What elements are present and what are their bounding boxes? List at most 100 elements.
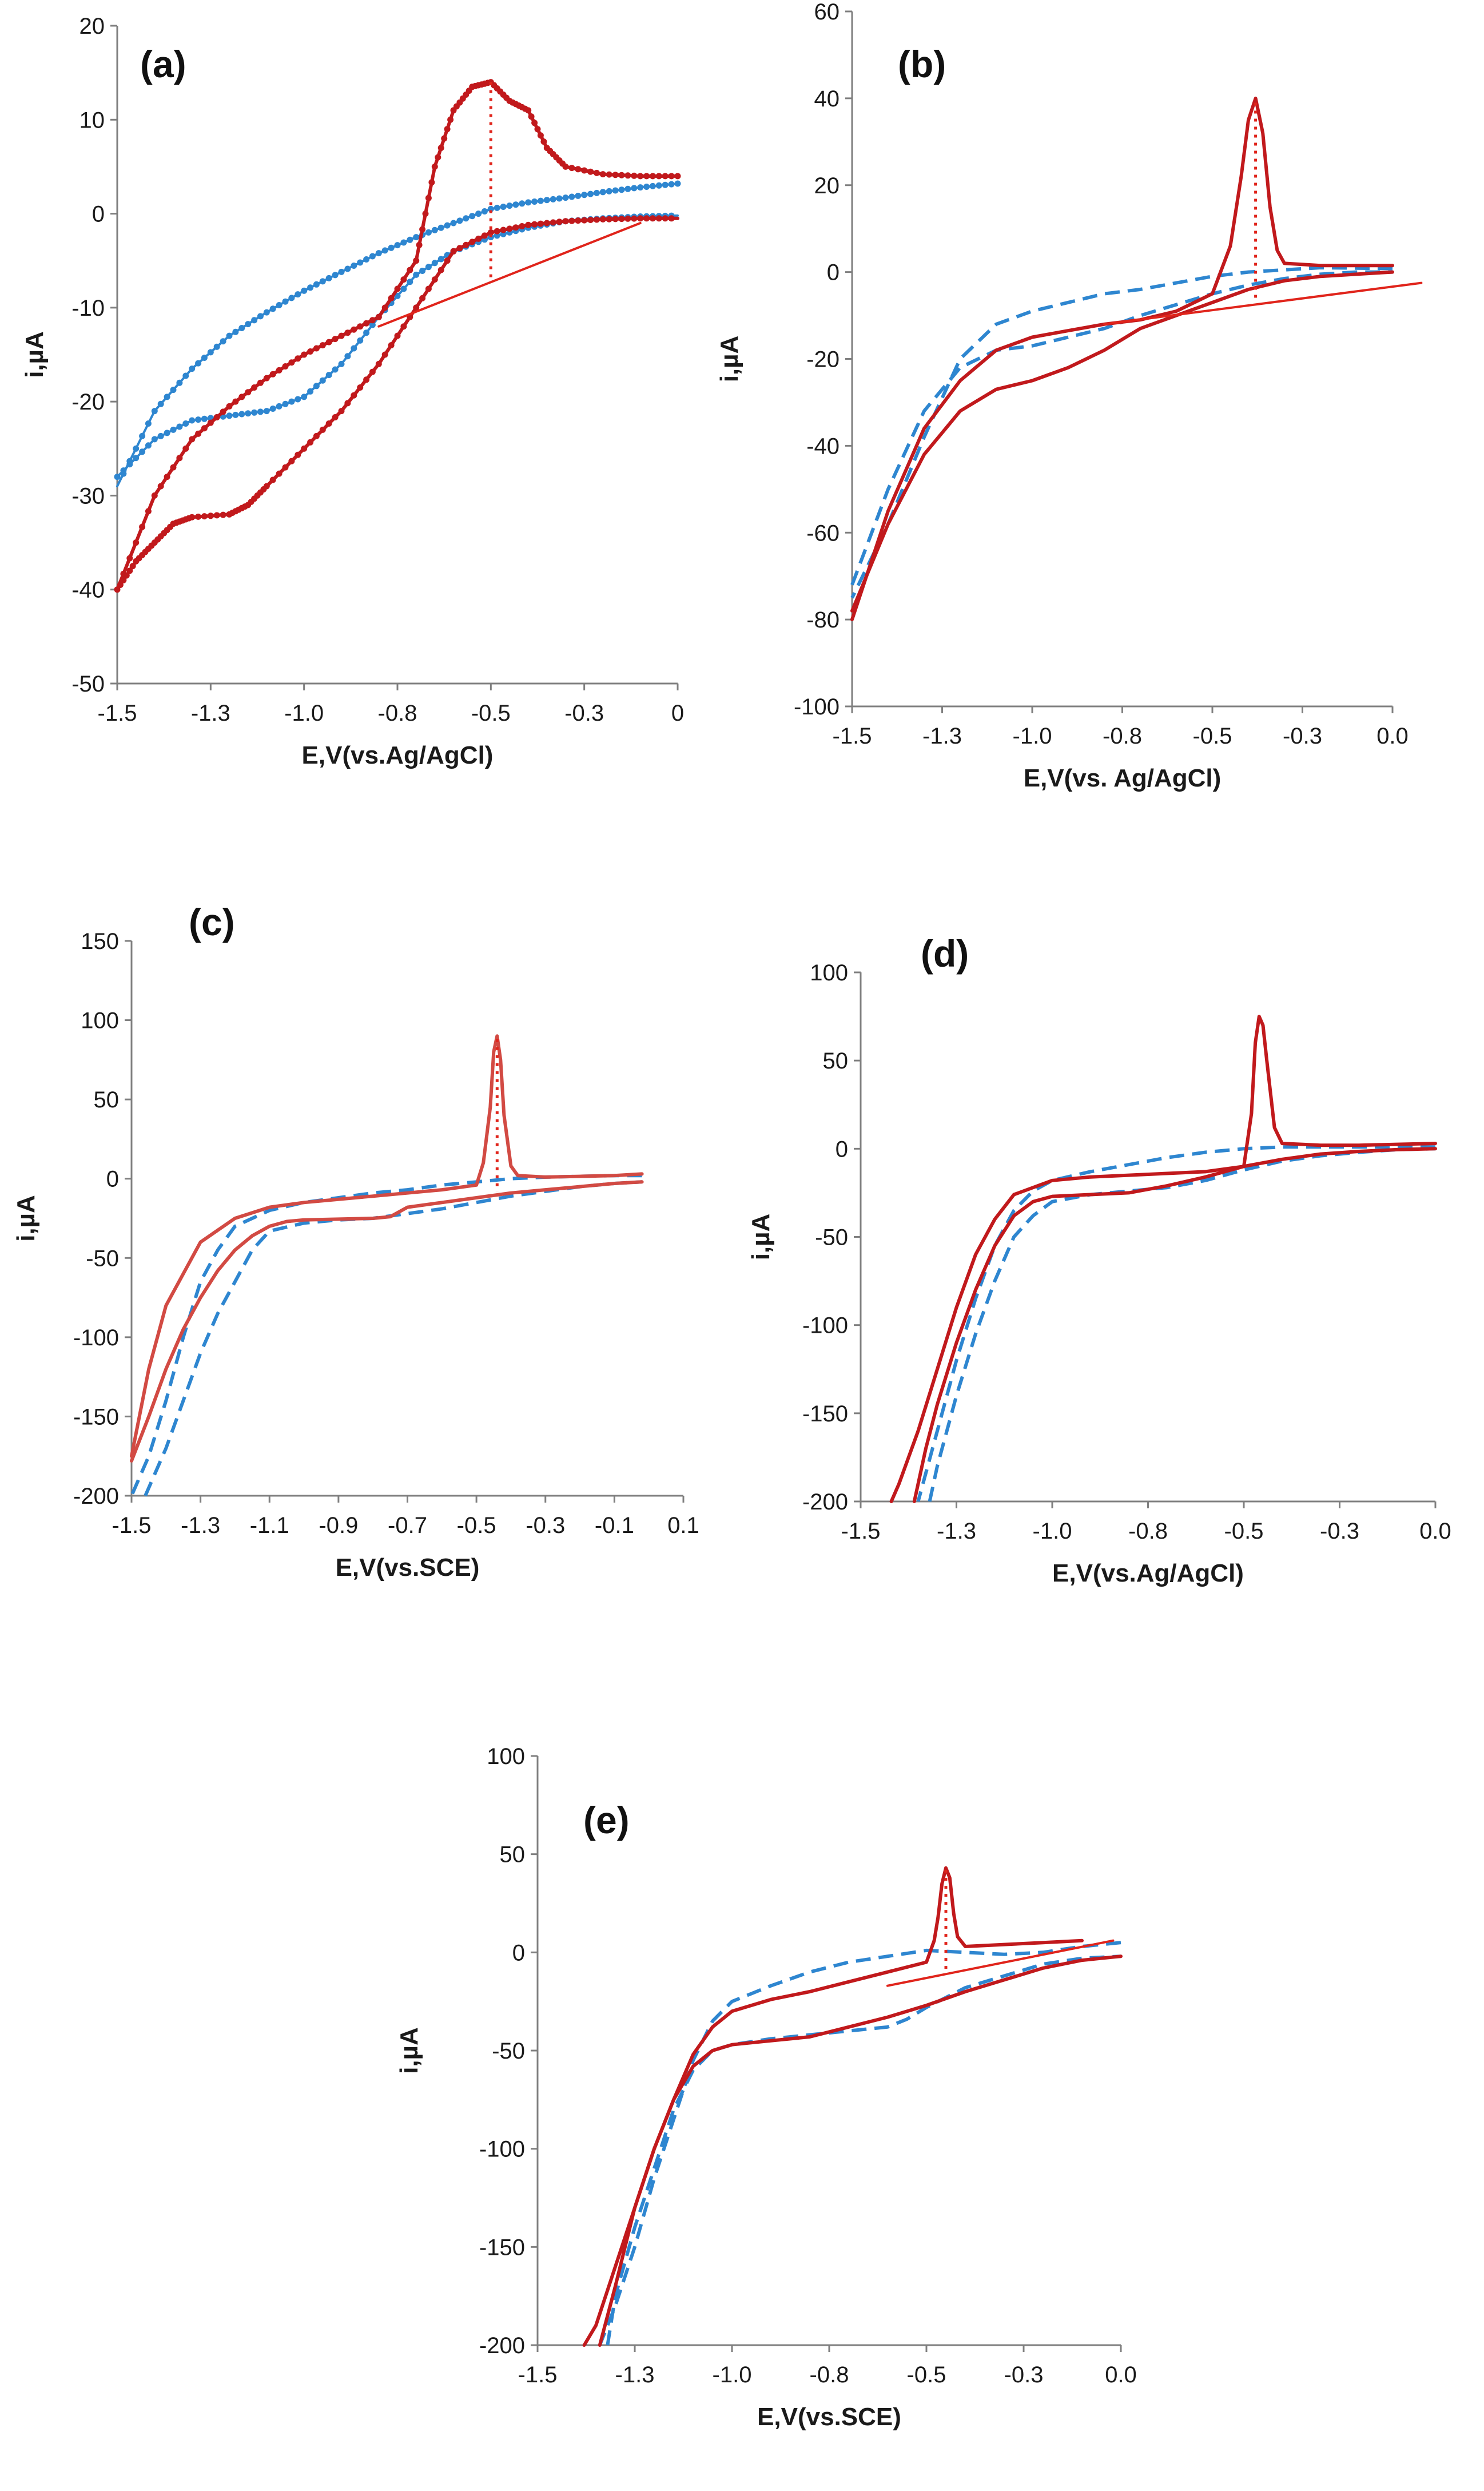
series-marker [494,228,500,235]
series-marker [581,167,588,174]
y-axis-label: i,µA [715,336,743,383]
series-marker [419,268,426,274]
series-marker [437,145,444,152]
series-marker [369,368,376,375]
y-tick-label: -50 [815,1225,848,1250]
series-marker [157,432,164,439]
series-marker [319,426,326,433]
series-marker [257,379,264,386]
series-marker [469,239,476,245]
x-tick-label: 0.0 [1419,1519,1451,1544]
series-marker [431,260,438,267]
panel-label-c: (c) [189,901,235,943]
series-marker [506,202,513,209]
series-marker [575,192,582,199]
chart-panel-b: 60 40 20 0 -20 -40 -60 -80 -100 -1.5 -1.3 -1.0 -0.8 -… [715,0,1423,792]
series-marker [437,224,444,231]
series-marker [531,198,538,205]
y-tick-label: -150 [73,1404,119,1429]
series-marker [238,411,245,418]
series-marker [363,329,370,336]
y-tick-label: -100 [479,2137,525,2162]
series-marker [668,173,675,180]
series-marker [269,305,276,312]
series-marker [612,216,619,223]
series-marker [164,394,170,400]
x-tick-label: -1.3 [937,1519,976,1544]
series-marker [637,173,644,180]
series-marker [431,163,438,170]
x-tick-label: -0.3 [1283,724,1322,749]
series-marker [512,224,519,231]
x-tick-label: 0.0 [1376,724,1409,749]
series-blue-reverse-d [916,1145,1435,1502]
series-marker [139,523,146,530]
series-marker [263,483,270,490]
series-marker [487,205,494,212]
series-marker [375,250,382,257]
series-marker [213,414,220,420]
series-marker [369,321,376,328]
series-marker [263,375,270,382]
series-marker [201,355,208,361]
series-marker [606,171,612,178]
series-marker [435,154,441,161]
series-marker [456,245,463,252]
series-red-reverse-c [130,1034,644,1458]
series-marker [145,420,152,427]
series-marker [344,400,351,407]
series-marker [375,360,382,367]
x-tick-label: -0.1 [595,1513,634,1538]
series-marker [637,184,644,191]
series-marker [133,539,140,546]
series-marker [220,511,226,518]
series-marker [307,348,314,355]
series-marker [624,215,631,222]
y-tick-label: -100 [802,1313,848,1338]
series-marker [512,201,519,208]
series-marker [400,276,407,283]
series-marker [301,351,308,358]
x-tick-label: -1.5 [98,701,137,726]
series-marker [643,184,650,190]
series-marker [519,200,526,207]
series-marker [519,223,526,229]
series-marker [649,215,656,222]
series-marker [338,332,345,339]
series-marker [295,451,301,458]
x-tick-label: -0.3 [1320,1519,1359,1544]
series-marker [612,172,619,178]
series-marker [182,420,189,427]
chart-panel-e: 100 50 0 -50 -100 -150 -200 -1.5 -1.3 -1.0 -0.8 -0.… [395,1744,1137,2431]
series-marker [575,217,582,224]
x-tick-label: -1.0 [713,2362,752,2387]
series-marker [232,411,239,418]
y-tick-label: 20 [79,14,105,39]
y-tick-label: -80 [806,607,840,633]
series-marker [450,248,457,255]
series-marker [251,409,258,416]
x-axis-label: E,V(vs.SCE) [336,1554,480,1582]
series-marker [428,179,435,186]
series-marker [245,410,252,417]
series-marker [126,567,133,574]
series-marker [295,291,301,298]
series-marker [419,226,426,233]
series-marker [288,398,295,405]
y-tick-label: -100 [794,694,840,720]
x-tick-label: -1.0 [1013,724,1052,749]
series-marker [537,197,544,204]
series-marker [332,272,339,279]
series-marker [344,265,351,272]
series-marker [500,204,507,210]
series-marker [313,281,320,288]
series-marker [618,186,625,193]
y-tick-label: -200 [802,1489,848,1515]
series-marker [189,436,196,443]
series-marker [394,332,401,339]
x-tick-label: -0.5 [457,1513,496,1538]
y-tick-label: 0 [512,1940,525,1965]
series-marker [631,215,638,222]
series-marker [307,284,314,291]
series-marker [151,436,158,443]
